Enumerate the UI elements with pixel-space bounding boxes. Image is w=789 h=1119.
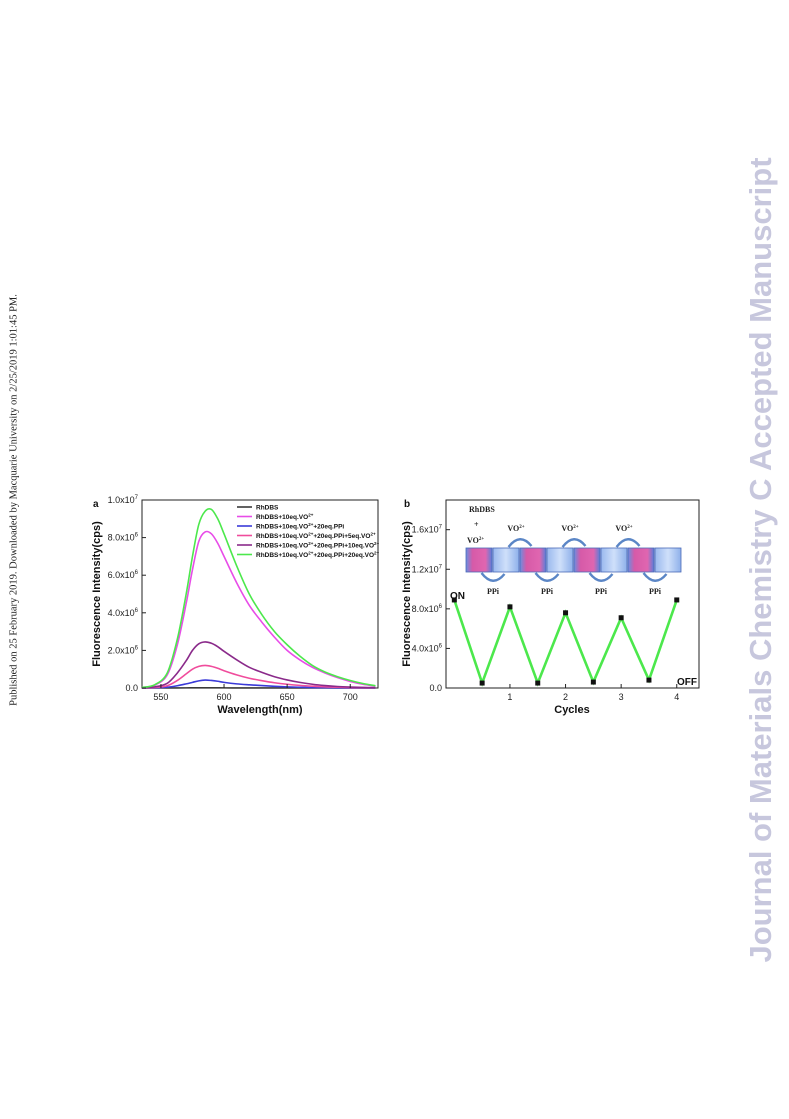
panel-b-data-point — [618, 615, 624, 621]
panel-b-ytick-label: 0.0 — [429, 683, 442, 693]
panel-a-chart: a 550 600 650 700 0.0 2.0x106 4.0x106 6.0x106 8… — [91, 495, 380, 716]
panel-a-label: a — [93, 499, 99, 510]
ppi-arrow — [642, 572, 668, 582]
panel-b-xlabel: Cycles — [554, 704, 589, 716]
cuvette-clear — [492, 547, 520, 573]
panel-b-data-point — [590, 679, 596, 685]
panel-b-ytick-label: 1.2x107 — [412, 564, 443, 574]
inset-vo-text: VO2+ — [467, 536, 484, 545]
panel-b-data-point — [479, 680, 485, 686]
cuvette-pink — [573, 547, 601, 573]
vo-arrow — [615, 538, 641, 548]
panel-b-data-point — [646, 677, 652, 683]
ppi-label: PPi — [487, 587, 500, 596]
cycle-schematic-inset: RhDBS + VO2+ PPi VO2+ PPi VO2+ PPi VO2+ PPi — [465, 505, 682, 596]
ppi-label: PPi — [595, 587, 608, 596]
panel-b-ytick-label: 8.0x106 — [412, 604, 443, 614]
panel-a-series-line — [141, 507, 376, 689]
vo-arrow — [507, 538, 533, 548]
panel-b-data-point — [507, 604, 513, 610]
cuvette-clear — [600, 547, 628, 573]
panel-b-xtick-label: 2 — [563, 692, 568, 702]
ppi-label: PPi — [541, 587, 554, 596]
cuvette-clear — [654, 547, 682, 573]
vo-label: VO2+ — [561, 524, 578, 533]
panel-a-legend-entry: RhDBS+10eq.VO2++20eq.PPi+10eq.VO2+ — [256, 541, 380, 550]
panel-b-data-point — [535, 680, 541, 686]
panel-a-ylabel: Fluorescence Intensity(cps) — [91, 521, 103, 667]
panel-a-legend-entry: RhDBS+10eq.VO2++20eq.PPi+20eq.VO2+ — [256, 551, 380, 560]
inset-rhdbs-text: RhDBS — [469, 505, 495, 514]
vo-arrow — [561, 538, 587, 548]
panel-b-label: b — [404, 499, 410, 510]
panel-b-data-point — [451, 597, 457, 603]
panel-a-xtick-label: 700 — [343, 692, 358, 702]
panel-b-plot-frame — [445, 499, 700, 689]
panel-a-ytick-label: 2.0x106 — [108, 645, 139, 655]
panel-a-ytick-label: 8.0x106 — [108, 533, 139, 543]
panel-a-series-line — [141, 641, 376, 689]
panel-a-legend-entry: RhDBS — [256, 505, 279, 512]
panel-b-ytick-label: 4.0x106 — [412, 643, 443, 653]
panel-a-legend-entry: RhDBS+10eq.VO2++20eq.PPi — [256, 522, 344, 531]
panel-b-xtick-label: 3 — [619, 692, 624, 702]
panel-b-ylabel: Fluorescence Intensity(cps) — [401, 521, 413, 667]
panel-b-chart: b 1 2 3 4 0.0 4.0x106 8.0x106 1.2x107 1.6x107 R… — [401, 499, 700, 716]
panel-b-ytick-label: 1.6x107 — [412, 525, 443, 535]
panel-a-series-line — [141, 664, 376, 689]
cuvette-pink — [465, 547, 493, 573]
ppi-arrow — [588, 572, 614, 582]
panel-a-ytick-label: 1.0x107 — [108, 495, 139, 505]
ppi-arrow — [480, 572, 506, 582]
panel-b-data-point — [674, 597, 680, 603]
panel-a-ytick-label: 0.0 — [125, 683, 138, 693]
panel-b-xtick-label: 1 — [507, 692, 512, 702]
panel-a-legend-entry: RhDBS+10eq.VO2++20eq.PPi+5eq.VO2+ — [256, 532, 376, 541]
on-label: ON — [450, 591, 465, 602]
panel-a-xtick-label: 550 — [153, 692, 168, 702]
panel-a-ytick-label: 6.0x106 — [108, 570, 139, 580]
panel-a-xlabel: Wavelength(nm) — [217, 704, 302, 716]
off-label: OFF — [677, 677, 697, 688]
panel-b-data-point — [563, 610, 569, 616]
panel-b-xtick-label: 4 — [674, 692, 679, 702]
ppi-label: PPi — [649, 587, 662, 596]
panel-a-series-line — [141, 530, 376, 689]
cuvette-pink — [627, 547, 655, 573]
cuvette-clear — [546, 547, 574, 573]
inset-plus-text: + — [474, 520, 479, 529]
vo-label: VO2+ — [507, 524, 524, 533]
panel-a-legend-entry: RhDBS+10eq.VO2+ — [256, 513, 314, 522]
ppi-arrow — [534, 572, 560, 582]
vo-label: VO2+ — [615, 524, 632, 533]
panel-a-xtick-label: 650 — [280, 692, 295, 702]
panel-a-xtick-label: 600 — [217, 692, 232, 702]
cuvette-pink — [519, 547, 547, 573]
panel-a-ytick-label: 4.0x106 — [108, 608, 139, 618]
